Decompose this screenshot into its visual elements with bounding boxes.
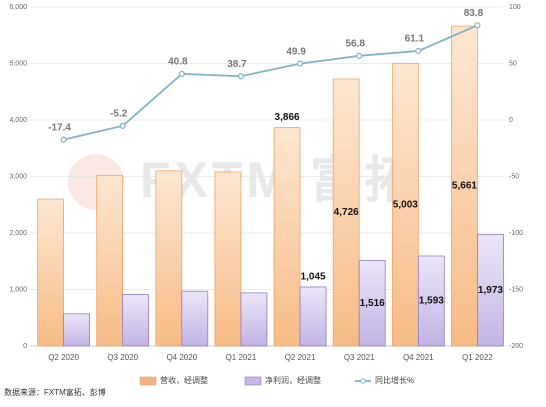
bar bbox=[273, 127, 301, 347]
point-label: -17.4 bbox=[48, 122, 71, 133]
y-tick-label: 2,000 bbox=[9, 230, 27, 237]
y2-tick-label: -150 bbox=[509, 286, 523, 293]
x-tick-label: Q3 2020 bbox=[107, 353, 138, 362]
line bbox=[63, 24, 478, 141]
x-tick-label: Q2 2020 bbox=[48, 353, 79, 362]
x-tick-label: Q4 2020 bbox=[166, 353, 197, 362]
line-point bbox=[415, 47, 422, 55]
bar bbox=[477, 234, 504, 347]
bar bbox=[358, 259, 386, 347]
bar bbox=[214, 171, 242, 347]
value-label: 5,003 bbox=[393, 199, 418, 210]
value-label: 1,516 bbox=[360, 298, 385, 309]
y2-tick-label: 100 bbox=[509, 4, 521, 11]
x-tick-label: Q1 2021 bbox=[226, 353, 257, 362]
line-point bbox=[60, 136, 67, 143]
source: 数据来源：FXTM富拓、彭博 bbox=[4, 387, 106, 397]
y-tick-label: 4,000 bbox=[9, 117, 27, 124]
line-point bbox=[356, 52, 363, 59]
line-point bbox=[296, 60, 304, 67]
line-point bbox=[178, 70, 185, 77]
y2-tick-label: -200 bbox=[509, 343, 523, 350]
point-label: 61.1 bbox=[405, 34, 425, 45]
point-label: 38.7 bbox=[227, 59, 247, 70]
y2-tick-label: 0 bbox=[509, 117, 513, 124]
bar bbox=[122, 294, 150, 347]
bar bbox=[63, 313, 90, 347]
bar bbox=[417, 255, 445, 347]
value-label: 4,726 bbox=[334, 207, 359, 218]
x-tick-label: Q2 2021 bbox=[285, 353, 316, 362]
y-tick-label: 0 bbox=[23, 343, 27, 350]
bar bbox=[332, 78, 360, 347]
line-point bbox=[474, 22, 481, 29]
y-tick-label: 6,000 bbox=[9, 4, 27, 11]
legend-swatch bbox=[139, 376, 157, 386]
point-label: 56.8 bbox=[345, 38, 365, 49]
bar bbox=[37, 198, 64, 347]
legend-swatch bbox=[244, 376, 262, 386]
point-label: 49.9 bbox=[286, 46, 306, 57]
bar bbox=[155, 170, 183, 347]
value-label: 1,973 bbox=[478, 285, 503, 296]
point-label: -5.2 bbox=[110, 109, 128, 120]
y2-tick-label: 50 bbox=[509, 60, 517, 67]
line-point bbox=[237, 73, 245, 80]
legend-label: 同比增长% bbox=[375, 375, 414, 385]
bar bbox=[391, 62, 419, 347]
line-point bbox=[119, 122, 126, 129]
x-tick-label: Q4 2021 bbox=[403, 353, 434, 362]
value-label: 1,045 bbox=[301, 272, 326, 283]
y-tick-label: 5,000 bbox=[9, 60, 27, 67]
value-label: 5,661 bbox=[452, 181, 477, 192]
x-tick-label: Q3 2021 bbox=[344, 353, 375, 362]
value-label: 1,593 bbox=[419, 296, 444, 307]
bar bbox=[96, 174, 124, 347]
bar bbox=[299, 286, 327, 347]
legend-label: 营收，经调整 bbox=[160, 375, 208, 385]
legend-swatch bbox=[360, 378, 366, 384]
value-label: 3,866 bbox=[275, 112, 300, 123]
bar bbox=[451, 25, 478, 347]
x-tick-label: Q1 2022 bbox=[462, 353, 493, 362]
point-label: 40.8 bbox=[168, 57, 188, 68]
y2-tick-label: -100 bbox=[509, 230, 523, 237]
y-tick-label: 3,000 bbox=[9, 173, 27, 180]
y-tick-label: 1,000 bbox=[9, 286, 27, 293]
bar bbox=[240, 292, 268, 347]
bar bbox=[181, 290, 209, 347]
legend-label: 净利润，经调整 bbox=[265, 375, 321, 385]
y2-tick-label: -50 bbox=[509, 173, 519, 180]
point-label: 83.8 bbox=[464, 8, 484, 19]
